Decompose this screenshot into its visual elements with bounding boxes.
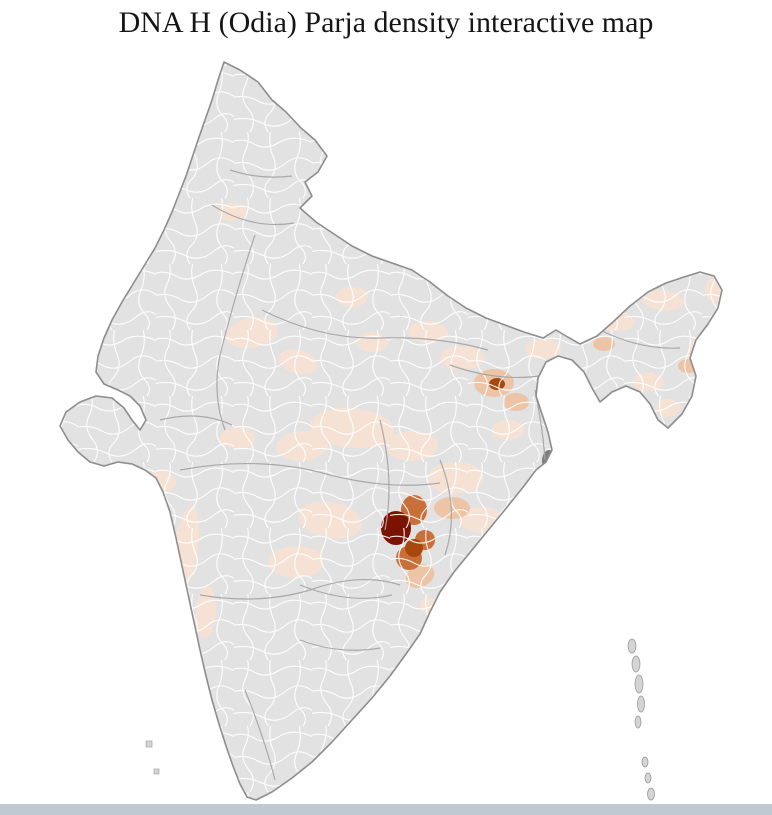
state-borders bbox=[159, 169, 681, 781]
page-title: DNA H (Odia) Parja density interactive m… bbox=[118, 6, 654, 39]
district-borders-texture bbox=[60, 62, 722, 800]
andaman-nicobar-islands[interactable] bbox=[627, 638, 655, 801]
india-outline bbox=[59, 61, 723, 801]
lakshadweep-islands[interactable] bbox=[145, 740, 160, 775]
footer-bar bbox=[0, 804, 772, 815]
